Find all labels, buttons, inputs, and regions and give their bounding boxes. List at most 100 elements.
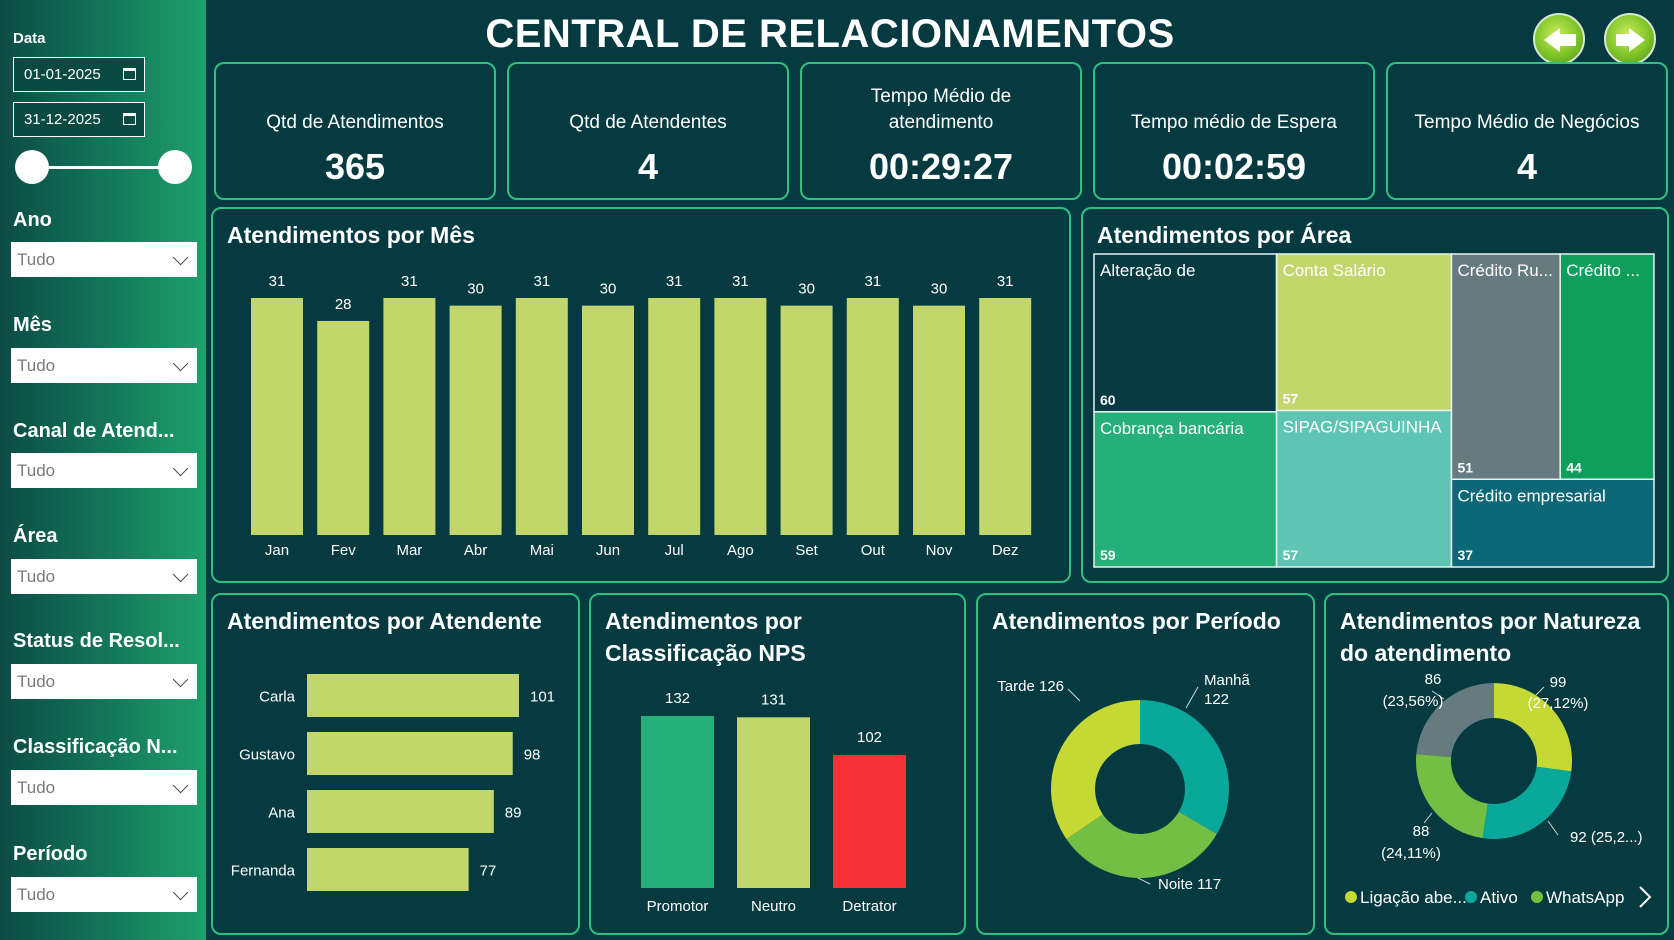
filter-select-mes[interactable]: Tudo [11,348,197,383]
filter-label-mes: Mês [13,314,52,336]
slice-label: 86 [1425,671,1442,688]
kpi-value: 00:02:59 [1161,146,1307,187]
kpi-label: Tempo Médio de Negócios [1414,112,1640,133]
slider-end-handle[interactable] [158,150,192,184]
leader-line [1431,690,1445,700]
filter-value: Tudo [17,777,56,797]
slice-label: 122 [1204,691,1229,708]
bar-value-label: 77 [480,863,497,880]
leader-line [1535,686,1545,696]
kpi-card-tempo-espera: Tempo médio de Espera 00:02:59 [1093,62,1375,200]
kpi-card-tempo-negocios: Tempo Médio de Negócios 4 [1386,62,1668,200]
date-end-value: 31-12-2025 [24,111,101,128]
bar-fev [317,320,370,535]
bar-value-label: 31 [401,273,418,290]
leader-line [1423,812,1433,824]
bar-value-label: 89 [505,805,522,822]
bar-fernanda [307,848,469,891]
chevron-down-icon [172,671,189,688]
bar-jun [582,305,634,535]
treemap-tile-value: 44 [1566,459,1582,475]
x-tick-label: Neutro [751,898,796,915]
chart-title: Atendimentos por Classificação NPS [605,608,806,666]
treemap-tile [1093,411,1278,568]
bar-value-label: 31 [864,273,881,290]
treemap-tile-value: 57 [1283,547,1299,563]
legend-marker [1345,891,1357,903]
kpi-card-tempo-atendimento: Tempo Médio de atendimento 00:29:27 [800,62,1082,200]
chevron-down-icon [172,249,189,266]
chevron-down-icon [172,355,189,372]
calendar-icon[interactable] [123,113,136,125]
filter-value: Tudo [17,566,56,586]
bar-value-label: 30 [467,281,484,298]
treemap-tile [1275,253,1453,412]
legend-label: WhatsApp [1546,888,1624,907]
back-button[interactable] [1533,13,1585,65]
arrow-left-stem [1559,34,1576,46]
arrow-right-icon [1629,28,1645,52]
bar-value-label: 31 [533,273,550,290]
bar-jul [648,298,701,535]
kpi-value: 4 [637,146,659,187]
filter-label-area: Área [13,525,58,547]
treemap-tile [1450,253,1561,481]
date-range-slider[interactable] [33,166,183,169]
x-tick-label: Dez [992,542,1019,559]
donut-slice [1066,811,1217,878]
x-tick-label: Jun [596,542,620,559]
donut-slice [1051,700,1140,840]
slice-label: 92 (25,2...) [1570,829,1643,846]
bar-value-label: 101 [530,689,555,706]
bar-value-label: 30 [798,281,815,298]
calendar-icon[interactable] [123,68,136,80]
filter-value: Tudo [17,460,56,480]
area-treemap: Alteração de 60 Cobrança bancária 59 Conta S… [1093,253,1655,568]
x-tick-label: Jul [665,542,684,559]
treemap-tile-value: 57 [1283,391,1299,407]
date-end-input[interactable]: 31-12-2025 [13,102,145,137]
legend-next-arrow-icon[interactable] [1639,886,1652,908]
filter-select-periodo[interactable]: Tudo [11,877,197,912]
chart-title: Atendimentos por Período [992,608,1281,634]
donut-slice [1482,766,1572,839]
treemap-tile [1559,253,1655,481]
slice-label: Tarde 126 [997,678,1064,695]
nature-donut-chart: 99 (27,12%) 92 (25,2...) 88 (24,11%) 86 (23,56… [1345,671,1652,908]
filter-select-nps[interactable]: Tudo [11,770,197,805]
x-tick-label: Abr [464,542,487,559]
filter-select-ano[interactable]: Tudo [11,242,197,277]
treemap-tile-label: Crédito empresarial [1457,486,1605,505]
date-start-input[interactable]: 01-01-2025 [13,57,145,92]
x-tick-label: Ago [727,542,754,559]
slider-start-handle[interactable] [15,150,49,184]
chart-panel-natureza: Atendimentos por Natureza do atendimento… [1324,593,1669,935]
leader-line [1547,820,1559,836]
period-donut-chart: Manhã 122 Noite 117 Tarde 126 [997,672,1250,893]
filter-select-area[interactable]: Tudo [11,559,197,594]
treemap-tile [1450,478,1655,568]
bar-value-label: 98 [524,747,541,764]
filter-value: Tudo [17,249,56,269]
bar-dez [979,298,1032,535]
donut-slice [1494,683,1572,772]
chart-panel-periodo: Atendimentos por Período Manhã 122 Noite 1… [976,593,1315,935]
chart-panel-nps: Atendimentos por Classificação NPS 132 Pr… [589,593,966,935]
filter-label-periodo: Período [13,843,88,865]
filter-select-status[interactable]: Tudo [11,664,197,699]
treemap-tile-label: Cobrança bancária [1100,419,1244,438]
chart-title: Atendimentos por Atendente [227,608,542,634]
page-title: CENTRAL DE RELACIONAMENTOS [485,12,1175,56]
forward-button[interactable] [1604,13,1656,65]
bar-carla [307,674,519,717]
bar-ana [307,790,494,833]
slice-label: 99 [1550,674,1567,691]
kpi-value: 00:29:27 [868,146,1014,187]
filter-select-canal[interactable]: Tudo [11,453,197,488]
bar-abr [449,305,502,535]
bar-ago [714,298,767,535]
arrow-right-stem [1616,34,1633,46]
bar-value-label: 30 [600,281,617,298]
filter-value: Tudo [17,671,56,691]
bar-promotor [641,716,714,888]
